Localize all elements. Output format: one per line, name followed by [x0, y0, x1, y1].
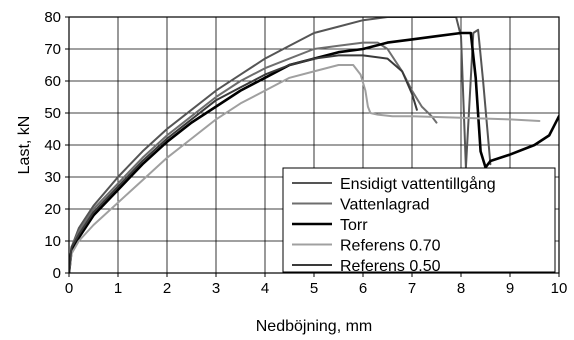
y-tick-label: 30	[44, 169, 61, 186]
legend-label: Vattenlagrad	[340, 197, 430, 214]
y-tick-label: 40	[44, 137, 61, 154]
y-tick-label: 80	[44, 9, 61, 26]
x-tick-label: 10	[551, 280, 568, 297]
y-axis: 0 10 20 30 40 50 60 70 80	[44, 9, 69, 282]
series-layer	[69, 17, 559, 273]
y-tick-label: 50	[44, 105, 61, 122]
legend-label: Referens 0.50	[340, 258, 441, 275]
legend-label: Ensidigt vattentillgång	[340, 175, 496, 193]
legend-label: Torr	[340, 217, 368, 234]
x-tick-label: 4	[261, 280, 269, 297]
x-tick-label: 7	[408, 280, 416, 297]
x-tick-label: 1	[114, 280, 122, 297]
series-line-referens-0-50	[69, 54, 418, 273]
x-tick-label: 9	[506, 280, 514, 297]
y-tick-label: 0	[53, 265, 61, 282]
x-tick-label: 8	[457, 280, 465, 297]
y-tick-label: 60	[44, 73, 61, 90]
legend-box	[282, 167, 556, 273]
legend-label: Referens 0.70	[340, 238, 441, 255]
series-line-ensidigt-vattentillg-ng	[69, 17, 492, 273]
legend: Ensidigt vattentillgång Vattenlagrad Torr R…	[282, 167, 556, 275]
x-tick-label: 0	[65, 280, 73, 297]
y-tick-label: 20	[44, 201, 61, 218]
x-tick-label: 3	[212, 280, 220, 297]
y-axis-title: Last, kN	[16, 116, 33, 175]
series-line-referens-0-70	[69, 64, 541, 273]
y-tick-label: 70	[44, 41, 61, 58]
x-axis: 0 1 2 3 4 5 6 7 8 9 10	[65, 273, 568, 297]
y-tick-label: 10	[44, 233, 61, 250]
x-tick-label: 6	[359, 280, 367, 297]
x-tick-label: 2	[163, 280, 171, 297]
x-axis-title: Nedböjning, mm	[256, 318, 373, 335]
series-line-torr	[69, 31, 559, 273]
x-tick-label: 5	[310, 280, 318, 297]
